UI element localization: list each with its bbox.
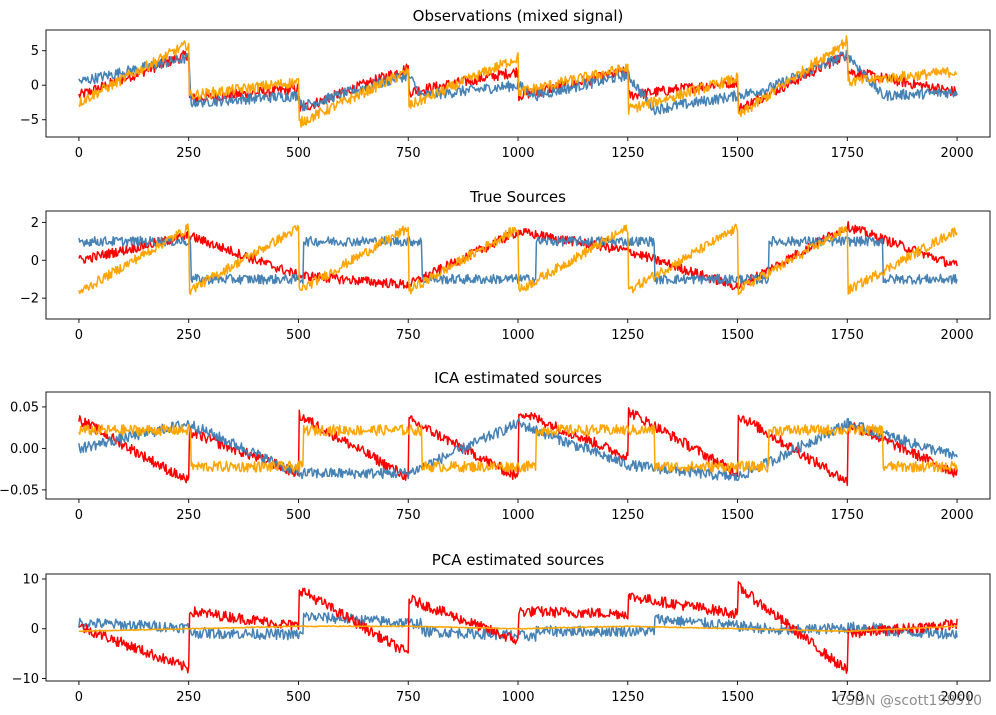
x-tick-label: 1250	[611, 146, 644, 161]
x-tick-label: 0	[75, 328, 83, 343]
chart-title: ICA estimated sources	[434, 369, 602, 387]
y-tick-label: 0	[31, 254, 39, 269]
chart-panel-4: PCA estimated sources 0 250 500 750 1000 1250 1…	[12, 551, 991, 705]
y-tick-label: −10	[12, 672, 39, 687]
x-tick-label: 1500	[721, 328, 754, 343]
x-tick-label: 1500	[721, 690, 754, 705]
series-line-3	[78, 35, 958, 128]
x-tick-label: 2000	[941, 146, 974, 161]
x-tick-label: 1250	[611, 690, 644, 705]
y-tick-label: 0.00	[10, 442, 39, 457]
x-tick-label: 1000	[501, 328, 534, 343]
x-tick-label: 2000	[941, 508, 974, 523]
x-tick-label: 1250	[611, 508, 644, 523]
x-tick-label: 250	[176, 328, 201, 343]
series-line-3	[78, 625, 958, 633]
x-tick-label: 1750	[831, 146, 864, 161]
chart-title: PCA estimated sources	[432, 551, 605, 569]
y-tick-label: 0.05	[10, 400, 39, 415]
x-tick-label: 750	[396, 508, 421, 523]
x-tick-label: 1000	[501, 690, 534, 705]
chart-panel-1: Observations (mixed signal) 0 250 500 750 100…	[20, 7, 991, 161]
x-tick-label: 1750	[831, 508, 864, 523]
x-tick-label: 500	[286, 328, 311, 343]
x-tick-label: 1250	[611, 328, 644, 343]
series-line-2	[78, 580, 958, 674]
series-line-2	[78, 235, 958, 285]
y-tick-label: 5	[31, 44, 39, 59]
x-tick-label: 1750	[831, 328, 864, 343]
x-tick-label: 250	[176, 690, 201, 705]
x-tick-label: 0	[75, 146, 83, 161]
x-tick-label: 1000	[501, 146, 534, 161]
x-tick-label: 1000	[501, 508, 534, 523]
series-line-2	[78, 418, 958, 482]
x-tick-label: 2000	[941, 328, 974, 343]
x-tick-label: 0	[75, 690, 83, 705]
series-line-3	[78, 424, 958, 473]
series-line-3	[78, 223, 958, 296]
y-tick-label: 0	[31, 79, 39, 94]
x-tick-label: 750	[396, 146, 421, 161]
x-tick-label: 1500	[721, 146, 754, 161]
x-tick-label: 0	[75, 508, 83, 523]
watermark: CSDN @scott198510	[835, 693, 982, 709]
y-tick-label: −5	[20, 113, 39, 128]
y-tick-label: −0.05	[0, 483, 39, 498]
x-tick-label: 2000	[941, 690, 974, 705]
y-tick-label: 0	[31, 622, 39, 637]
x-tick-label: 250	[176, 146, 201, 161]
chart-title: Observations (mixed signal)	[413, 7, 624, 25]
x-tick-label: 500	[286, 508, 311, 523]
x-tick-label: 250	[176, 508, 201, 523]
x-tick-label: 500	[286, 690, 311, 705]
chart-title: True Sources	[469, 188, 566, 206]
y-tick-label: 10	[22, 572, 39, 587]
x-tick-label: 500	[286, 146, 311, 161]
x-tick-label: 750	[396, 690, 421, 705]
x-tick-label: 750	[396, 328, 421, 343]
y-tick-label: 2	[31, 216, 39, 231]
x-tick-label: 1750	[831, 690, 864, 705]
chart-panel-3: ICA estimated sources 0 250 500 750 1000 1250 1…	[0, 369, 991, 523]
x-tick-label: 1500	[721, 508, 754, 523]
y-tick-label: −2	[20, 292, 39, 307]
